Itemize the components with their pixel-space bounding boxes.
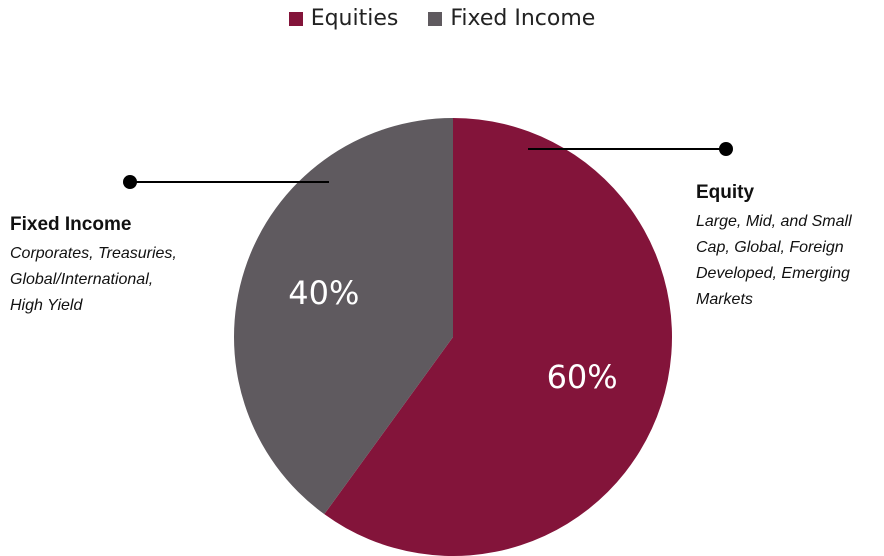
callout-connector-equity [528,142,733,156]
chart-legend: Equities Fixed Income [0,6,884,31]
callout-equity: Equity Large, Mid, and Small Cap, Global… [696,181,884,313]
callout-fixed-income: Fixed Income Corporates, Treasuries, Glo… [10,213,225,319]
callout-fixed-income-line: Corporates, Treasuries, [10,244,177,262]
data-label-fixed-income: 40% [288,274,359,312]
callout-fixed-income-line: Global/International, [10,270,154,288]
callout-dot-fixed-income [123,175,137,189]
legend-item-equities: Equities [288,6,399,31]
legend-item-fixed-income: Fixed Income [428,6,595,31]
callout-dot-equity [719,142,733,156]
pie-slice-equities [324,118,672,556]
pie-slice-fixed-income [233,117,453,515]
callout-equity-line: Developed, Emerging [696,264,850,282]
legend-swatch-equities [288,11,303,26]
callout-equity-line: Markets [696,290,753,308]
data-label-equities: 60% [547,358,618,396]
legend-swatch-fixed-income [428,11,443,26]
legend-label-equities: Equities [310,6,399,31]
callout-equity-title: Equity [696,182,755,203]
callout-fixed-income-line: High Yield [10,296,83,314]
legend-label-fixed-income: Fixed Income [450,6,596,31]
callout-equity-line: Large, Mid, and Small [696,212,852,230]
callout-fixed-income-title: Fixed Income [10,214,132,235]
callout-equity-line: Cap, Global, Foreign [696,238,844,256]
callout-connector-fixed-income [123,175,329,189]
